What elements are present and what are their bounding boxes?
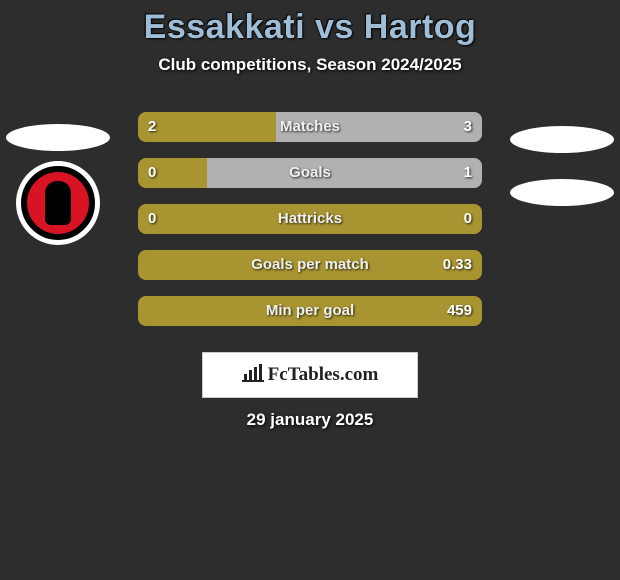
- player-right-column: [512, 126, 612, 206]
- stat-label: Goals per match: [138, 250, 482, 280]
- stat-row: 0Hattricks0: [138, 204, 482, 234]
- chart-icon: [242, 364, 264, 387]
- stat-bars: 2Matches30Goals10Hattricks0Goals per mat…: [138, 112, 482, 342]
- stat-row: 0Goals1: [138, 158, 482, 188]
- stat-value-right: 3: [464, 112, 472, 142]
- stat-label: Goals: [138, 158, 482, 188]
- club-badge-left-icon: [16, 161, 100, 245]
- page-subtitle: Club competitions, Season 2024/2025: [0, 55, 620, 75]
- footer-brand-badge: FcTables.com: [202, 352, 418, 398]
- stat-value-right: 0.33: [443, 250, 472, 280]
- player-left-placeholder-icon: [6, 124, 110, 151]
- club-right-placeholder-icon: [510, 179, 614, 206]
- stat-row: 2Matches3: [138, 112, 482, 142]
- stat-value-right: 459: [447, 296, 472, 326]
- player-right-placeholder-icon: [510, 126, 614, 153]
- stat-value-right: 0: [464, 204, 472, 234]
- player-left-column: [8, 124, 108, 245]
- page-title: Essakkati vs Hartog: [0, 0, 620, 47]
- stat-row: Goals per match0.33: [138, 250, 482, 280]
- stat-value-right: 1: [464, 158, 472, 188]
- stat-label: Hattricks: [138, 204, 482, 234]
- stat-label: Matches: [138, 112, 482, 142]
- stat-row: Min per goal459: [138, 296, 482, 326]
- page-date: 29 january 2025: [0, 410, 620, 430]
- page: Essakkati vs Hartog Club competitions, S…: [0, 0, 620, 580]
- stat-label: Min per goal: [138, 296, 482, 326]
- footer-brand-text: FcTables.com: [268, 364, 379, 386]
